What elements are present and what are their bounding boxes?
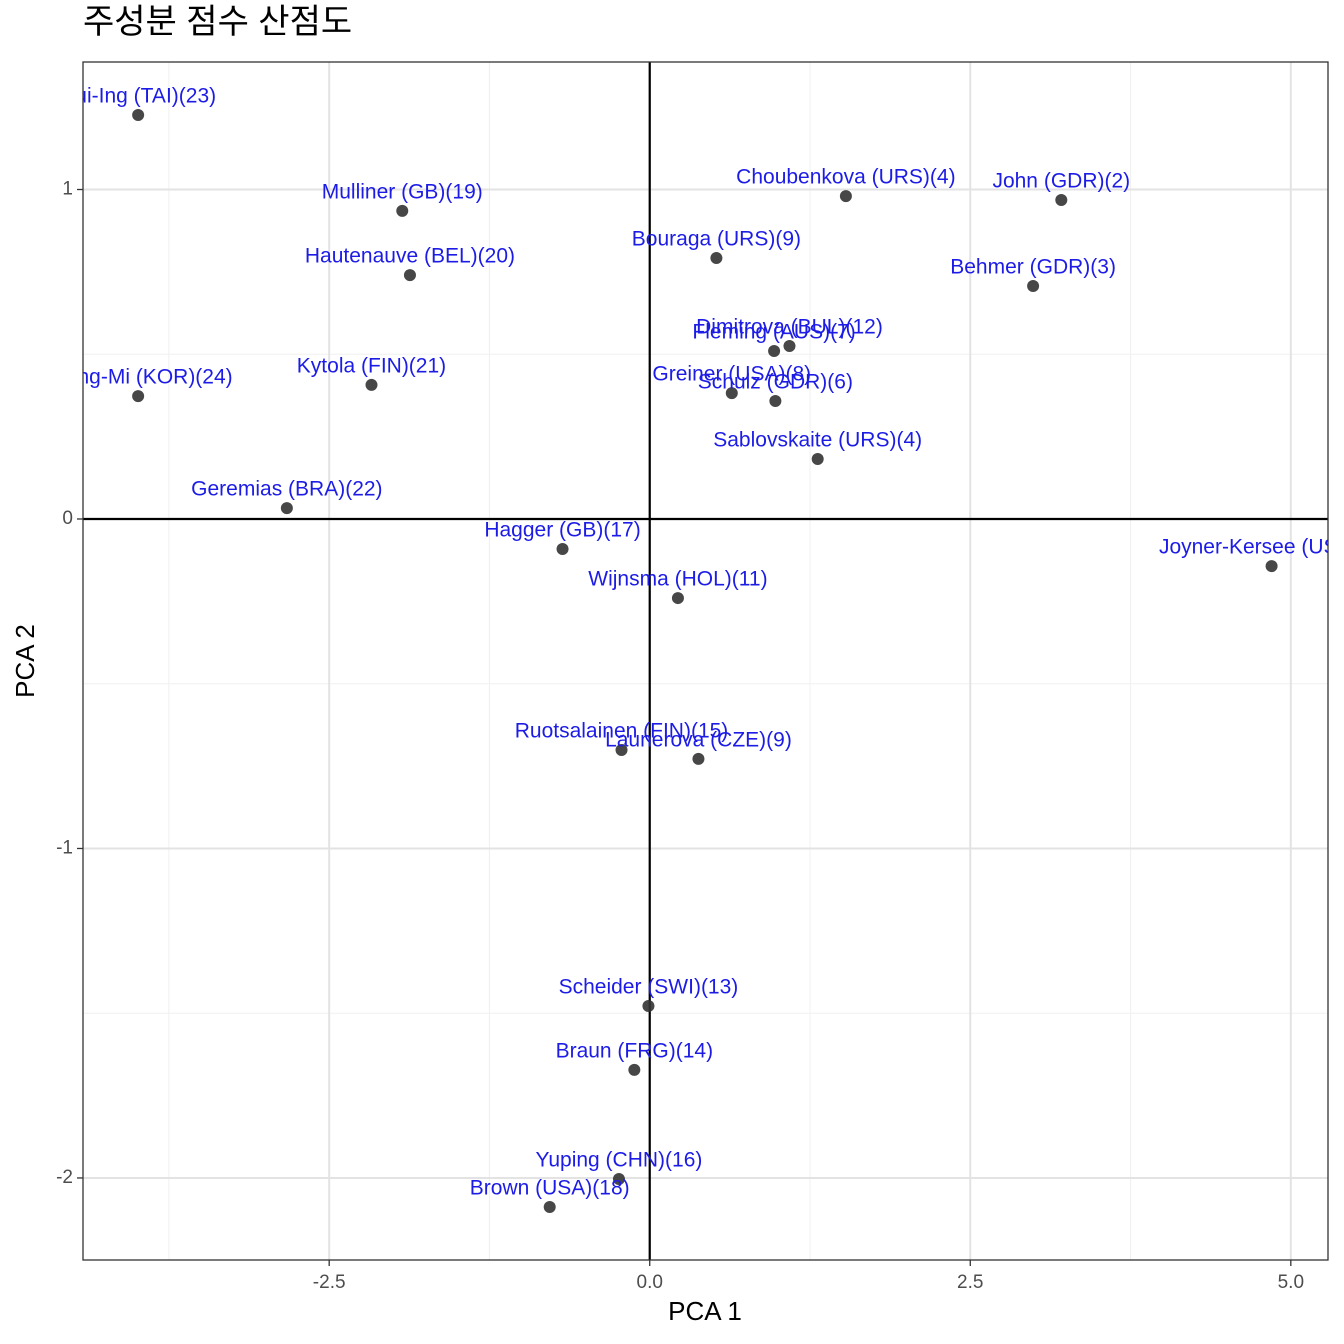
point [768,344,781,357]
point [543,1200,556,1213]
point [1055,194,1068,207]
point-label: Sablovskaite (URS)(4) [713,429,922,452]
point-label: Jeong-Mi (KOR)(24) [44,366,233,389]
point [642,999,655,1012]
y-axis-title: PCA 2 [10,624,40,698]
point [1265,560,1278,573]
point [783,340,796,353]
point-label: Choubenkova (URS)(4) [736,166,955,189]
point [403,269,416,282]
point [628,1063,641,1076]
point-label: Hagger (GB)(17) [484,519,640,542]
point-label: Schulz (GDR)(6) [698,371,853,394]
point-label: Dimitrova (BUL)(12) [696,316,883,339]
y-tick-label: -2 [56,1167,73,1188]
point-label: Brown (USA)(18) [470,1177,630,1200]
point [132,109,145,122]
x-axis-title: PCA 1 [668,1296,742,1326]
point-label: Kytola (FIN)(21) [297,354,446,377]
x-tick-label: 5.0 [1278,1272,1304,1293]
point [615,743,628,756]
point-label: Braun (FRG)(14) [556,1039,714,1062]
point-label: Fleming (AUS)(7) [692,321,855,344]
point-label: Launerova (CZE)(9) [605,728,792,751]
point-label: Joyner-Kersee (USA)(1) [1159,536,1344,559]
point-label: Ruotsalainen (FIN)(15) [515,720,729,743]
point [671,592,684,605]
point-label: Wijnsma (HOL)(11) [588,568,767,591]
y-tick-label: 1 [62,179,73,200]
point [396,204,409,217]
point-label: Geremias (BRA)(22) [191,478,382,501]
chart-title: 주성분 점수 산점도 [83,3,352,41]
point-label: Scheider (SWI)(13) [559,976,739,999]
point [365,378,378,391]
panel-border [82,61,1329,1261]
point-label: Greiner (USA)(8) [652,363,811,386]
x-tick-label: 0.0 [637,1272,663,1293]
point [725,387,738,400]
point-label: Behmer (GDR)(3) [950,256,1116,279]
point [612,1172,625,1185]
plot-area: Hui-Ing (TAI)(23) Mulliner (GB)(19) Hauten… [44,62,1344,1260]
point [1027,280,1040,293]
point-label: Yuping (CHN)(16) [535,1148,702,1171]
x-tick-label: -2.5 [313,1272,346,1293]
point-label: Hautenauve (BEL)(20) [305,245,515,268]
x-tick-label: 2.5 [957,1272,983,1293]
point-label: Hui-Ing (TAI)(23) [60,85,216,108]
point-label: John (GDR)(2) [992,170,1130,193]
point-label: Bouraga (URS)(9) [632,228,801,251]
point [132,390,145,403]
point-label: Mulliner (GB)(19) [322,180,483,203]
point [280,502,293,515]
point [556,542,569,555]
y-tick-label: -1 [56,837,73,858]
point [839,190,852,203]
point [769,395,782,408]
point [692,752,705,765]
point [710,252,723,265]
y-tick-label: 0 [62,508,73,529]
point [811,453,824,466]
